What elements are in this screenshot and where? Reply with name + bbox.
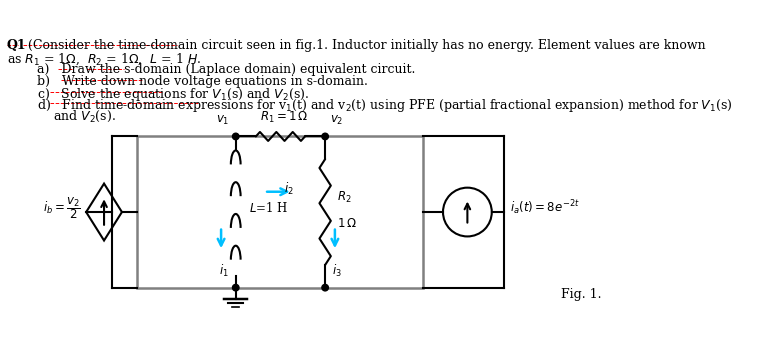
Bar [136,136,422,288]
Text: b)   Write down node voltage equations in s-domain.: b) Write down node voltage equations in … [37,75,368,88]
Text: $L$=1 H: $L$=1 H [249,201,288,215]
Text: $v_2$: $v_2$ [330,114,343,127]
Text: a)   Draw the s-domain (Laplace domain) equivalent circuit.: a) Draw the s-domain (Laplace domain) eq… [37,63,415,76]
Text: . (Consider the time-domain circuit seen in fig.1. Inductor initially has no ene: . (Consider the time-domain circuit seen… [20,39,705,52]
Text: Fig. 1.: Fig. 1. [561,289,601,301]
Text: and $\mathit{V}_2$(s).: and $\mathit{V}_2$(s). [53,109,116,124]
Text: d)   Find time-domain expressions for v$_1$(t) and v$_2$(t) using PFE (partial f: d) Find time-domain expressions for v$_1… [37,97,732,114]
Text: as $R_1$ = 1$\Omega$,  $R_2$ = 1$\Omega$,  $L$ = 1 $H$.: as $R_1$ = 1$\Omega$, $R_2$ = 1$\Omega$,… [7,51,201,67]
Text: Q1: Q1 [7,39,26,52]
Text: $R_1 = 1\,\Omega$: $R_1 = 1\,\Omega$ [260,110,308,125]
Text: $i_1$: $i_1$ [219,263,229,279]
Circle shape [322,133,329,140]
Circle shape [232,284,239,291]
Circle shape [322,284,329,291]
Text: c)   Solve the equations for $\mathit{V}_1$(s) and $\mathit{V}_2$(s).: c) Solve the equations for $\mathit{V}_1… [37,86,309,103]
Circle shape [232,133,239,140]
Text: $R_2$: $R_2$ [336,190,351,205]
Text: $1\,\Omega$: $1\,\Omega$ [336,217,356,230]
Text: $i_b = \dfrac{v_2}{2}$: $i_b = \dfrac{v_2}{2}$ [43,195,81,221]
Text: $i_3$: $i_3$ [332,263,342,279]
Text: $i_2$: $i_2$ [285,181,295,197]
Text: $v_1$: $v_1$ [216,114,229,127]
Text: $i_a(t) = 8e^{-2t}$: $i_a(t) = 8e^{-2t}$ [511,199,580,217]
